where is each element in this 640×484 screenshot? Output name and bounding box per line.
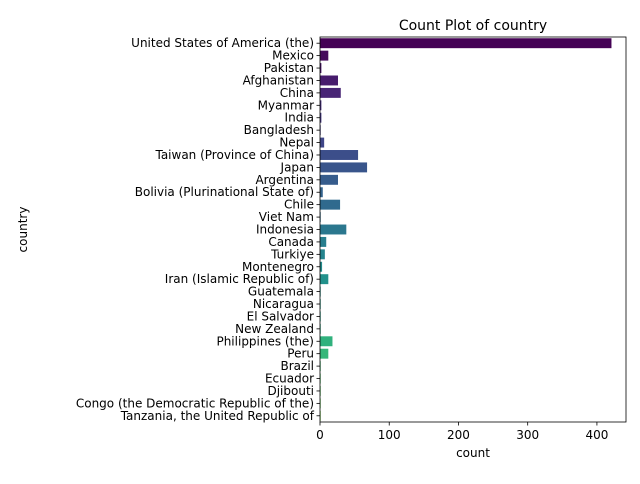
bar bbox=[320, 224, 347, 235]
y-tick-label: Taiwan (Province of China) bbox=[154, 148, 314, 162]
y-axis-label: country bbox=[16, 207, 30, 253]
y-tick-label: Nicaragua bbox=[253, 297, 314, 311]
bar bbox=[320, 63, 322, 74]
bar bbox=[320, 336, 333, 347]
y-tick-label: Japan bbox=[280, 160, 314, 174]
y-tick-label: Tanzania, the United Republic of bbox=[120, 409, 315, 423]
y-tick-label: Congo (the Democratic Republic of the) bbox=[76, 396, 314, 410]
y-tick-label: Bangladesh bbox=[244, 123, 314, 137]
y-tick-label: Peru bbox=[287, 347, 314, 361]
y-tick-label: Pakistan bbox=[264, 61, 314, 75]
y-tick-label: United States of America (the) bbox=[131, 36, 314, 50]
y-tick-label: Indonesia bbox=[256, 223, 314, 237]
y-tick-label: Chile bbox=[284, 198, 314, 212]
y-tick-label: Viet Nam bbox=[259, 210, 314, 224]
x-tick-label: 400 bbox=[585, 428, 608, 442]
y-tick-label: Brazil bbox=[281, 359, 315, 373]
y-tick-label: Bolivia (Plurinational State of) bbox=[135, 185, 314, 199]
bars-group bbox=[320, 38, 612, 421]
bar bbox=[320, 75, 338, 86]
y-tick-label: New Zealand bbox=[235, 322, 314, 336]
y-tick-label: Philippines (the) bbox=[216, 334, 314, 348]
y-tick-label: El Salvador bbox=[247, 309, 314, 323]
y-tick-label: Afghanistan bbox=[243, 73, 314, 87]
y-tick-label: Mexico bbox=[272, 49, 314, 63]
y-tick-label: China bbox=[280, 86, 314, 100]
bar bbox=[320, 100, 322, 111]
x-axis-label: count bbox=[456, 446, 490, 460]
bar bbox=[320, 199, 341, 210]
y-tick-label: Nepal bbox=[279, 136, 314, 150]
y-tick-label: Iran (Islamic Republic of) bbox=[165, 272, 314, 286]
x-tick-label: 100 bbox=[378, 428, 401, 442]
y-tick-label: Ecuador bbox=[265, 372, 314, 386]
y-tick-label: Canada bbox=[268, 235, 314, 249]
y-tick-label: Turkiye bbox=[270, 247, 314, 261]
bar bbox=[320, 38, 612, 49]
x-tick-label: 0 bbox=[316, 428, 324, 442]
x-axis: 0 100 200 300 400 bbox=[316, 422, 608, 442]
bar bbox=[320, 112, 322, 123]
bar bbox=[320, 87, 341, 98]
bar bbox=[320, 274, 329, 285]
y-tick-label: Djibouti bbox=[267, 384, 314, 398]
bar bbox=[320, 137, 325, 148]
bar bbox=[320, 261, 323, 272]
bar bbox=[320, 236, 327, 247]
bar bbox=[320, 50, 329, 61]
bar bbox=[320, 348, 329, 359]
y-tick-label: Myanmar bbox=[258, 98, 314, 112]
x-tick-label: 300 bbox=[516, 428, 539, 442]
bar bbox=[320, 187, 323, 198]
y-tick-label: Guatemala bbox=[248, 285, 314, 299]
x-tick-label: 200 bbox=[447, 428, 470, 442]
chart-title: Count Plot of country bbox=[399, 18, 547, 34]
y-tick-label: India bbox=[285, 111, 314, 125]
y-tick-label: Argentina bbox=[255, 173, 314, 187]
plot-frame bbox=[319, 36, 627, 423]
y-tick-label: Montenegro bbox=[242, 260, 314, 274]
bar bbox=[320, 162, 368, 173]
bar bbox=[320, 174, 338, 185]
bar bbox=[320, 150, 359, 160]
bar bbox=[320, 249, 325, 260]
y-axis: United States of America (the)MexicoPaki… bbox=[76, 36, 320, 423]
